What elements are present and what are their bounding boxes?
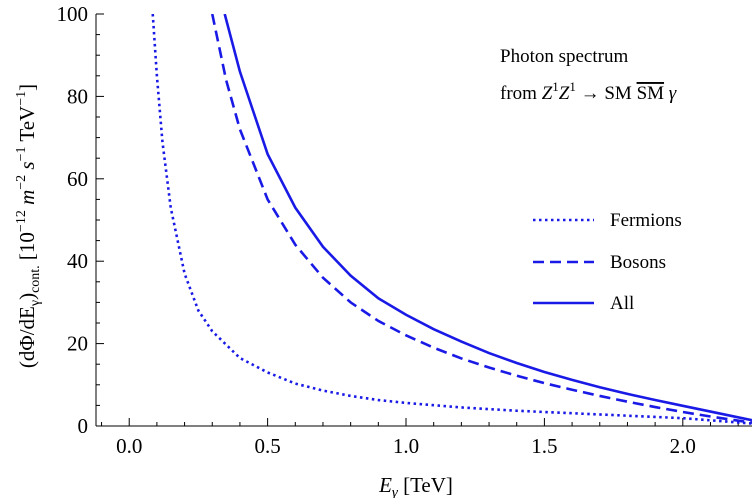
y-axis-label: (dΦ/dEγ)cont. [10−12 m−2 s−1 TeV−1] [14, 84, 43, 368]
x-axis-label-sub: γ [392, 485, 399, 498]
legend-label-all: All [610, 293, 634, 314]
sm-bar: SM [637, 83, 665, 104]
series-line-all [223, 14, 752, 422]
annotation-line-2: from Z1Z1 → SM SM γ [500, 79, 677, 104]
x-tick-label: 0.5 [254, 434, 280, 458]
legend-label-fermions: Fermions [610, 210, 682, 231]
y-tick-label: 80 [67, 84, 88, 108]
y-tick-label: 0 [78, 414, 89, 438]
x-tick-label: 0.0 [116, 434, 142, 458]
x-axis-label-unit: [TeV] [398, 473, 453, 497]
x-axis-label: Eγ [TeV] [378, 473, 453, 498]
y-tick-label: 100 [57, 2, 89, 26]
x-tick-label: 1.0 [393, 434, 419, 458]
y-tick-label: 60 [67, 167, 88, 191]
annotation-line-1: Photon spectrum [500, 46, 628, 67]
series-layer [151, 14, 752, 425]
legend: Fermions Bosons All [533, 210, 682, 314]
x-tick-label: 1.5 [531, 434, 557, 458]
x-axis-label-main: E [378, 473, 392, 497]
series-line-bosons [210, 14, 752, 424]
legend-label-bosons: Bosons [610, 252, 666, 273]
y-axis-ticks: 0 20 40 60 80 100 [57, 2, 104, 438]
y-tick-label: 40 [67, 249, 88, 273]
y-tick-label: 20 [67, 332, 88, 356]
x-tick-label: 2.0 [670, 434, 696, 458]
x-axis-ticks: 0.0 0.5 1.0 1.5 2.0 [101, 418, 739, 458]
series-line-fermions [151, 14, 752, 425]
